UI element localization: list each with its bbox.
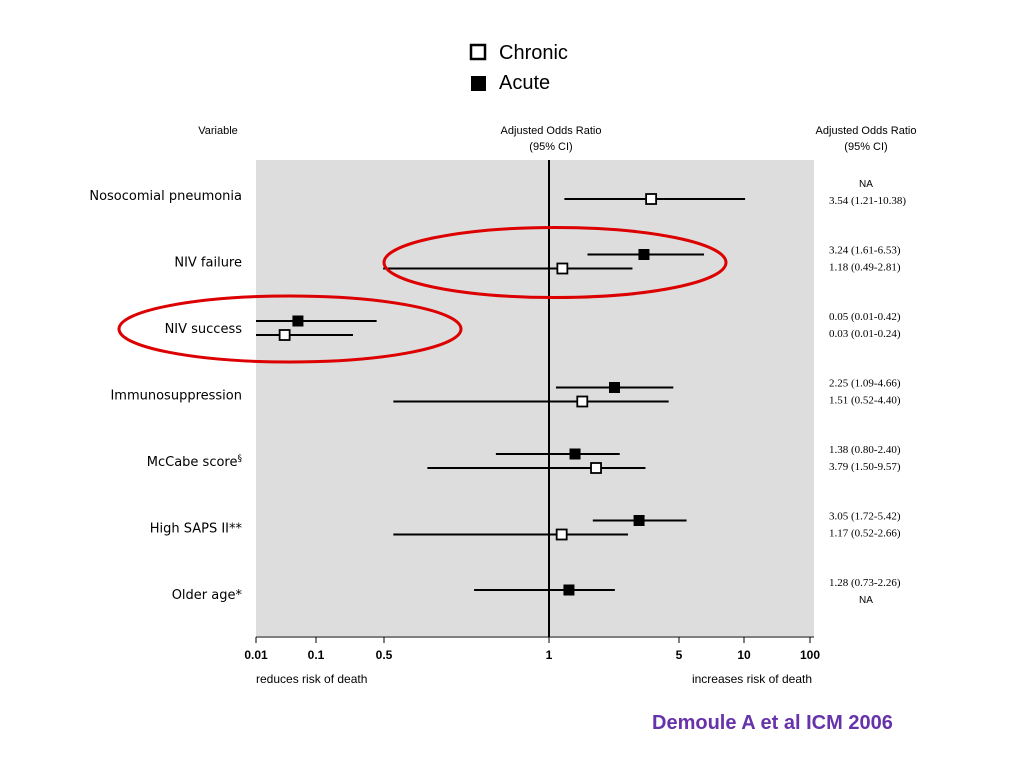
- row-label: McCabe score§: [147, 454, 243, 470]
- header-variable: Variable: [198, 125, 238, 137]
- acute-or-text: 1.38 (0.80-2.40): [829, 444, 901, 456]
- row-label: Immunosuppression: [110, 389, 242, 404]
- chronic-or-text: 1.51 (0.52-4.40): [829, 395, 901, 407]
- chronic-estimate-marker: [556, 262, 569, 275]
- row-label: NIV success: [165, 322, 243, 337]
- legend-chronic-label: Chronic: [499, 42, 568, 64]
- acute-estimate-marker: [633, 515, 645, 526]
- chronic-estimate-marker: [278, 329, 291, 341]
- x-tick-label: 1: [546, 648, 553, 662]
- header-center-line2: (95% CI): [529, 141, 572, 153]
- row-label: Nosocomial pneumonia: [89, 189, 242, 204]
- header-right-line2: (95% CI): [844, 141, 887, 153]
- footer-increases-risk: increases risk of death: [692, 672, 812, 686]
- chronic-estimate-marker: [645, 193, 658, 205]
- acute-or-text: 2.25 (1.09-4.66): [829, 378, 901, 390]
- chronic-or-text: 1.18 (0.49-2.81): [829, 262, 901, 274]
- x-tick-label: 0.5: [376, 648, 393, 662]
- x-tick-label: 5: [676, 648, 683, 662]
- acute-or-text: 1.28 (0.73-2.26): [829, 577, 901, 589]
- chronic-or-text: 1.17 (0.52-2.66): [829, 528, 901, 540]
- column-headers: Variable Adjusted Odds Ratio (95% CI) Ad…: [198, 125, 916, 153]
- row-label-superscript: §: [238, 454, 243, 464]
- acute-or-text: 3.24 (1.61-6.53): [829, 245, 901, 257]
- ci-text-column: NA 3.54 (1.21-10.38) 3.24 (1.61-6.53) 1.18 …: [829, 179, 906, 606]
- acute-or-text: NA: [859, 179, 873, 190]
- citation: Demoule A et al ICM 2006: [652, 712, 893, 734]
- x-tick-label: 0.01: [244, 648, 268, 662]
- acute-estimate-marker: [638, 249, 650, 260]
- chronic-or-text: NA: [859, 595, 873, 606]
- acute-or-text: 0.05 (0.01-0.42): [829, 311, 901, 323]
- plot-area: [256, 160, 814, 636]
- legend: Chronic Acute: [469, 42, 568, 94]
- acute-estimate-marker: [569, 448, 581, 460]
- x-tick-label: 10: [737, 648, 751, 662]
- chronic-or-text: 3.79 (1.50-9.57): [829, 461, 901, 473]
- x-axis-ticks: 0.01 0.1 0.5 1 5 10 100: [244, 637, 820, 662]
- x-tick-label: 0.1: [308, 648, 325, 662]
- x-tick-label: 100: [800, 648, 820, 662]
- chronic-estimate-marker: [576, 395, 589, 408]
- legend-acute-swatch: [471, 76, 486, 91]
- highlight-ellipses: [117, 226, 728, 364]
- acute-estimate-marker: [292, 315, 304, 327]
- acute-or-text: 3.05 (1.72-5.42): [829, 511, 901, 523]
- highlight-ellipse: [117, 294, 463, 364]
- row-label: High SAPS II**: [150, 522, 243, 537]
- acute-estimate-marker: [563, 584, 575, 596]
- legend-acute-label: Acute: [499, 72, 550, 94]
- chronic-estimate-marker: [590, 462, 602, 474]
- footer-reduces-risk: reduces risk of death: [256, 672, 367, 686]
- highlight-ellipse: [382, 226, 728, 299]
- row-label: NIV failure: [174, 256, 242, 271]
- data-rows: Nosocomial pneumonia NIV failure NIV succe…: [89, 189, 746, 603]
- chronic-or-text: 0.03 (0.01-0.24): [829, 328, 901, 340]
- chronic-estimate-marker: [555, 528, 568, 541]
- legend-chronic-swatch: [469, 43, 487, 61]
- header-right-line1: Adjusted Odds Ratio: [816, 125, 917, 137]
- acute-estimate-marker: [609, 382, 621, 393]
- header-center-line1: Adjusted Odds Ratio: [501, 125, 602, 137]
- row-label: Older age*: [172, 588, 243, 603]
- chronic-or-text: 3.54 (1.21-10.38): [829, 195, 906, 207]
